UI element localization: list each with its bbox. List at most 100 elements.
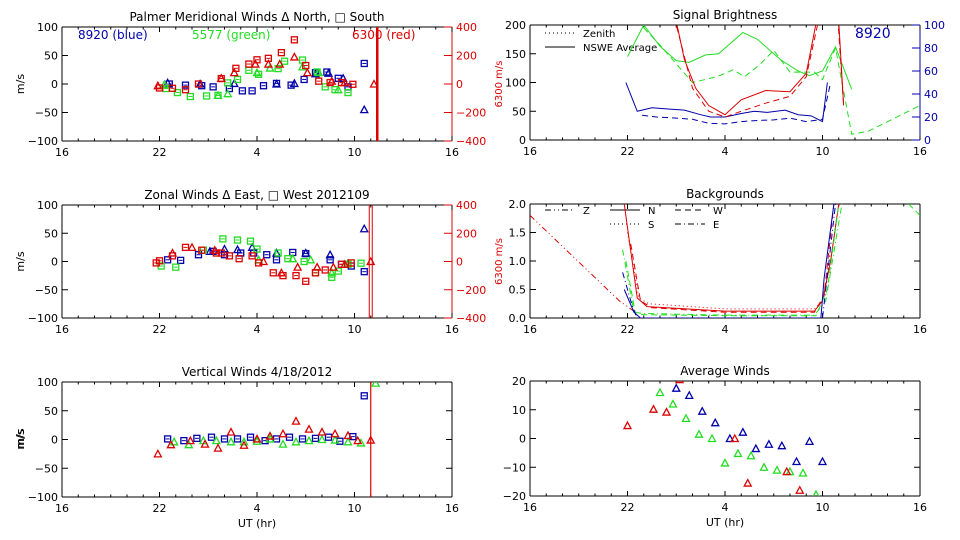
y-tick-label: 0.5 [509, 284, 527, 297]
x-tick-label: 22 [153, 146, 167, 159]
y2-axis-label: 6300 m/s [494, 61, 505, 108]
y2-tick-label: 20 [924, 111, 938, 124]
data-point-square [168, 252, 177, 260]
annotation-label: 6300 (red) [352, 28, 415, 42]
series-line [625, 82, 828, 123]
x-tick-label: 10 [816, 501, 830, 514]
data-point-triangle [795, 485, 805, 494]
data-point-square [264, 54, 273, 62]
x-tick-label: 16 [55, 323, 69, 336]
x-tick-label: 10 [348, 146, 362, 159]
y-tick-label: 0 [519, 433, 526, 446]
data-point-triangle [263, 59, 273, 68]
data-point-triangle [725, 433, 735, 443]
data-point-triangle [697, 406, 707, 415]
data-point-square [311, 269, 320, 277]
series-line [630, 204, 835, 313]
y-tick-label: 100 [37, 199, 58, 212]
data-point-triangle [239, 436, 249, 446]
x-tick-label: 16 [445, 323, 459, 336]
x-tick-label: 16 [55, 502, 69, 515]
x-tick-label: 22 [621, 145, 635, 158]
data-point-triangle [278, 428, 288, 438]
y-tick-label: 0 [51, 78, 58, 91]
data-point-square [272, 79, 281, 88]
y-tick-label: 100 [37, 21, 58, 34]
series-line [643, 27, 920, 135]
x-tick-label: 10 [348, 502, 362, 515]
data-point-square [181, 243, 190, 252]
data-point-triangle [200, 439, 210, 448]
chart-title: Palmer Meridional Winds Δ North, □ South [129, 10, 384, 24]
data-point-square [311, 434, 320, 443]
data-point-square [253, 56, 261, 64]
data-point-triangle [343, 436, 353, 446]
series-line [623, 204, 835, 318]
series-line [642, 82, 832, 125]
data-point-triangle [356, 438, 366, 447]
data-point-triangle [330, 428, 340, 438]
data-point-square [217, 249, 225, 257]
data-point-triangle [746, 450, 756, 460]
y-tick-label: −10 [503, 461, 526, 474]
data-point-square [263, 251, 271, 259]
legend-label: Z [583, 206, 590, 217]
data-point-square [224, 79, 232, 87]
y2-tick-label: −400 [456, 312, 486, 325]
chart-title: Zonal Winds Δ East, □ West 2012109 [144, 188, 369, 202]
y2-tick-label: −200 [456, 107, 486, 120]
x-tick-label: 22 [153, 323, 167, 336]
plot-area [152, 205, 376, 318]
y2-tick-label: 400 [456, 199, 477, 212]
data-point-square [173, 88, 182, 97]
series-line [908, 204, 920, 216]
y2-tick-label: 200 [456, 227, 477, 240]
data-point-triangle [674, 381, 685, 384]
y-tick-label: 0 [519, 134, 526, 147]
data-point-triangle [751, 443, 761, 453]
data-point-triangle [353, 435, 363, 445]
data-point-triangle [772, 465, 782, 474]
data-point-square [287, 81, 295, 89]
data-point-triangle [369, 79, 379, 88]
data-point-square [360, 59, 368, 68]
data-point-square [337, 260, 346, 268]
data-point-triangle [720, 458, 730, 467]
x-tick-label: 4 [254, 323, 261, 336]
data-point-square [186, 92, 195, 101]
data-point-square [261, 436, 269, 445]
data-point-square [292, 271, 300, 280]
legend-label: NSWE Average [583, 43, 657, 54]
x-tick-label: 16 [913, 145, 927, 158]
y-tick-label: 0.0 [509, 312, 527, 325]
data-point-triangle [648, 404, 659, 413]
data-point-square [300, 257, 308, 266]
data-point-square [214, 91, 222, 100]
data-point-triangle [798, 468, 808, 477]
annotation-label: 8920 (blue) [78, 28, 148, 42]
y-axis-label: m/s [14, 428, 27, 448]
data-point-triangle [265, 63, 275, 72]
x-tick-label: 16 [523, 145, 537, 158]
data-point-square [163, 435, 172, 443]
data-point-triangle [668, 399, 678, 408]
data-point-triangle [211, 435, 221, 445]
data-point-square [298, 435, 307, 443]
data-point-triangle [710, 417, 720, 427]
chart-title: Signal Brightness [673, 8, 778, 22]
x-tick-label: 16 [523, 501, 537, 514]
data-point-triangle [671, 383, 681, 392]
data-point-square [163, 256, 172, 264]
data-point-triangle [291, 416, 301, 425]
y-tick-label: 100 [505, 77, 526, 90]
y-tick-label: 2.0 [509, 198, 527, 211]
data-point-triangle [707, 433, 717, 443]
data-point-square [331, 86, 339, 94]
data-point-triangle [327, 76, 337, 85]
data-point-square [360, 392, 368, 400]
data-point-triangle [817, 456, 828, 466]
data-point-square [274, 249, 282, 257]
data-point-triangle [738, 427, 748, 436]
